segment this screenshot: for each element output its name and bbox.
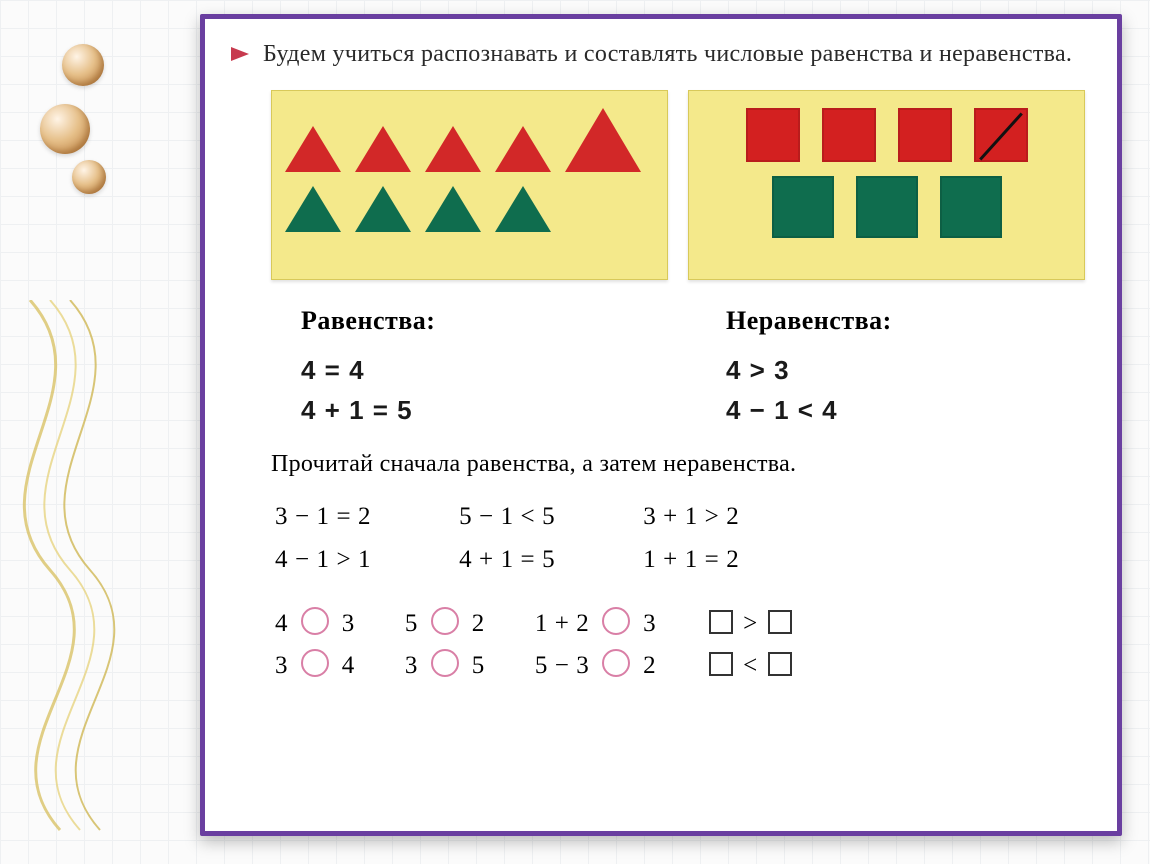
triangles-panel [271,90,668,280]
example: 3 − 1 = 2 [275,496,371,539]
fillin-grid: 4 3 3 4 5 2 3 5 1 + 2 3 5 − 3 2 > < [275,603,1091,686]
shape-panels [271,90,1085,280]
fillin: 3 4 [275,645,355,686]
squares-panel [688,90,1085,280]
triangle-icon [565,108,641,172]
page-decor [0,0,170,864]
example: 5 − 1 < 5 [459,496,555,539]
blank-box-icon [768,652,792,676]
examples-grid: 3 − 1 = 2 4 − 1 > 1 5 − 1 < 5 4 + 1 = 5 … [275,496,1091,581]
fillin: < [706,645,794,686]
fillin: 1 + 2 3 [535,603,656,644]
example: 4 + 1 = 5 [459,539,555,582]
triangle-row-red [285,108,654,172]
equality-line: 4 = 4 [301,350,666,390]
triangle-icon [425,186,481,232]
fillin: 3 5 [405,645,485,686]
fillin: 4 3 [275,603,355,644]
inequalities-title: Неравенства: [726,306,1091,336]
triangle-icon [495,186,551,232]
square-icon [746,108,800,162]
definitions-columns: Равенства: 4 = 4 4 + 1 = 5 Неравенства: … [301,306,1091,431]
square-icon [898,108,952,162]
triangle-icon [355,126,411,172]
triangle-icon [285,186,341,232]
blank-circle-icon [431,607,459,635]
fillin: 5 2 [405,603,485,644]
inequality-line: 4 − 1 < 4 [726,390,1091,430]
fillin: > [706,603,794,644]
square-row-red [702,108,1071,162]
bullet-marker [231,47,249,61]
square-icon [940,176,1002,238]
blank-circle-icon [301,607,329,635]
example: 4 − 1 > 1 [275,539,371,582]
equality-line: 4 + 1 = 5 [301,390,666,430]
triangle-icon [495,126,551,172]
blank-box-icon [709,610,733,634]
triangle-row-green [285,186,654,232]
worksheet-card: Будем учиться распознавать и составлять … [200,14,1122,836]
equalities-title: Равенства: [301,306,666,336]
blank-circle-icon [602,607,630,635]
square-icon [772,176,834,238]
example: 1 + 1 = 2 [643,539,739,582]
triangle-icon [285,126,341,172]
intro-text: Будем учиться распознавать и составлять … [263,37,1072,72]
blank-box-icon [709,652,733,676]
blank-circle-icon [301,649,329,677]
blank-circle-icon [431,649,459,677]
task-text: Прочитай сначала равенства, а затем нера… [271,446,1091,482]
inequality-line: 4 > 3 [726,350,1091,390]
wave-decor [0,300,150,840]
square-icon [856,176,918,238]
square-icon [822,108,876,162]
example: 3 + 1 > 2 [643,496,739,539]
square-row-green [702,176,1071,238]
blank-circle-icon [602,649,630,677]
triangle-icon [425,126,481,172]
fillin: 5 − 3 2 [535,645,656,686]
blank-box-icon [768,610,792,634]
square-icon-strike [974,108,1028,162]
triangle-icon [355,186,411,232]
